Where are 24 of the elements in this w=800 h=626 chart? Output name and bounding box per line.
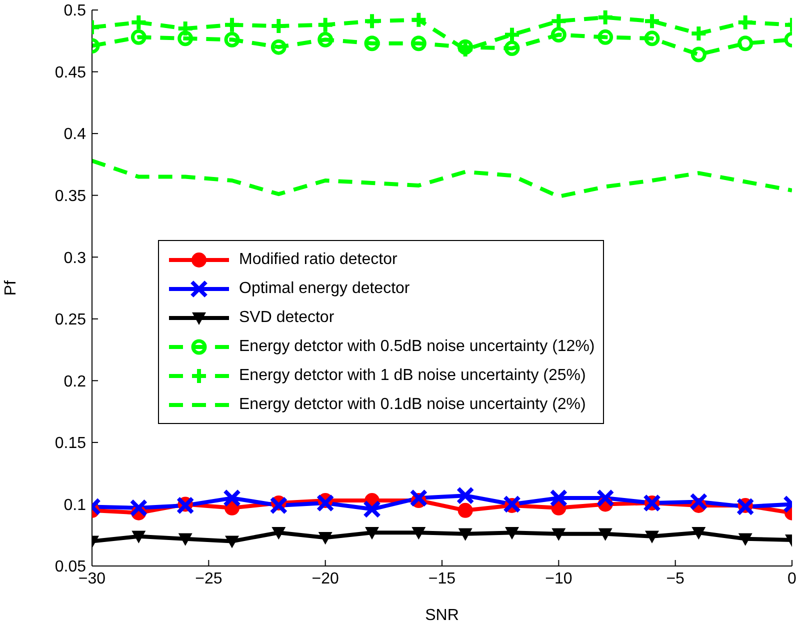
y-tick-label: 0.25 [54,312,86,329]
y-tick-label: 0.45 [54,64,86,82]
legend-label: Energy detctor with 0.1dB noise uncertainty (2%) [239,396,586,414]
y-tick-label: 0.35 [54,188,86,206]
x-tick-label: −5 [666,570,685,588]
y-tick-label: 0.05 [54,558,86,576]
legend-label: Energy detctor with 1 dB noise uncertainty (25%) [239,366,586,384]
legend-label: Energy detctor with 0.5dB noise uncertainty (12%) [239,338,595,356]
y-tick-label: 0.15 [54,435,86,452]
legend-label: Modified ratio detector [239,250,398,268]
x-tick-label: −15 [428,570,456,588]
x-tick-label: 0 [788,570,797,588]
x-axis-title: SNR [425,607,459,624]
legend-label: Optimal energy detector [239,280,410,298]
legend-label: SVD detector [239,308,334,326]
y-tick-label: 0.5 [64,2,86,20]
y-tick-label: 0.3 [64,250,86,267]
x-tick-label: −10 [545,570,572,588]
y-tick-label: 0.4 [64,126,86,144]
y-tick-label: 0.1 [64,496,86,514]
y-tick-label: 0.2 [64,373,86,390]
y-axis-title: Pf [2,280,20,296]
x-tick-label: −20 [312,570,340,588]
x-tick-label: −25 [195,570,222,588]
